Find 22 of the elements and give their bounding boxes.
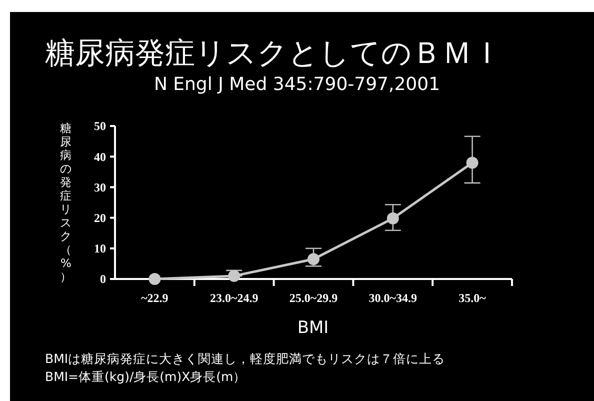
point <box>148 273 161 285</box>
x-tick-label: ~22.9 <box>141 291 168 305</box>
x-axis-title: BMI <box>297 318 329 338</box>
y-tick-label: 40 <box>94 150 106 164</box>
x-tick-label: 25.0~29.9 <box>289 291 338 305</box>
chart-title: 糖尿病発症リスクとしてのＢＭＩ <box>45 36 502 71</box>
point <box>466 156 478 169</box>
y-tick-label: 0 <box>100 272 106 286</box>
point <box>386 212 399 224</box>
y-tick-label: 50 <box>94 119 106 134</box>
text: BMIは糖尿病発症に大きく関連し，軽度肥満でもリスクは７倍に上る <box>45 351 446 366</box>
x-tick-label: 35.0~ <box>458 291 487 305</box>
y-tick-label: 20 <box>94 211 106 225</box>
point <box>308 253 320 266</box>
x-tick-label: 23.0~24.9 <box>210 291 258 305</box>
chart-subtitle: N Engl J Med 345:790-797,2001 <box>154 74 440 95</box>
point <box>228 270 240 282</box>
x-tick-label: 30.0~34.9 <box>368 291 418 305</box>
y-tick-label: 30 <box>94 180 106 194</box>
text: 糖尿病の発症リスク（%） <box>60 121 72 284</box>
text: BMI=体重(kg)/身長(m)X身長(m） <box>45 369 246 384</box>
y-tick-label: 10 <box>94 242 106 256</box>
